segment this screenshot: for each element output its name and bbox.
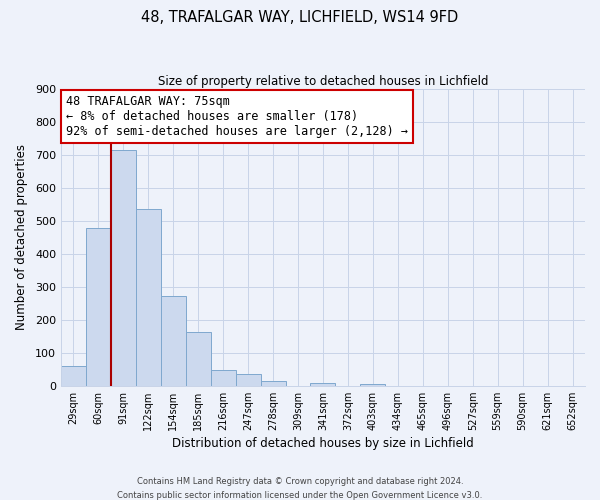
- Bar: [211, 370, 236, 386]
- Text: Contains HM Land Registry data © Crown copyright and database right 2024.
Contai: Contains HM Land Registry data © Crown c…: [118, 478, 482, 500]
- Bar: [236, 374, 260, 386]
- Bar: [86, 228, 111, 386]
- X-axis label: Distribution of detached houses by size in Lichfield: Distribution of detached houses by size …: [172, 437, 474, 450]
- Bar: [161, 296, 186, 386]
- Bar: [111, 150, 136, 386]
- Bar: [186, 332, 211, 386]
- Bar: [136, 209, 161, 386]
- Title: Size of property relative to detached houses in Lichfield: Size of property relative to detached ho…: [158, 75, 488, 88]
- Bar: [361, 384, 385, 386]
- Y-axis label: Number of detached properties: Number of detached properties: [15, 144, 28, 330]
- Bar: [61, 366, 86, 386]
- Text: 48, TRAFALGAR WAY, LICHFIELD, WS14 9FD: 48, TRAFALGAR WAY, LICHFIELD, WS14 9FD: [142, 10, 458, 25]
- Bar: [260, 381, 286, 386]
- Text: 48 TRAFALGAR WAY: 75sqm
← 8% of detached houses are smaller (178)
92% of semi-de: 48 TRAFALGAR WAY: 75sqm ← 8% of detached…: [66, 95, 408, 138]
- Bar: [310, 383, 335, 386]
